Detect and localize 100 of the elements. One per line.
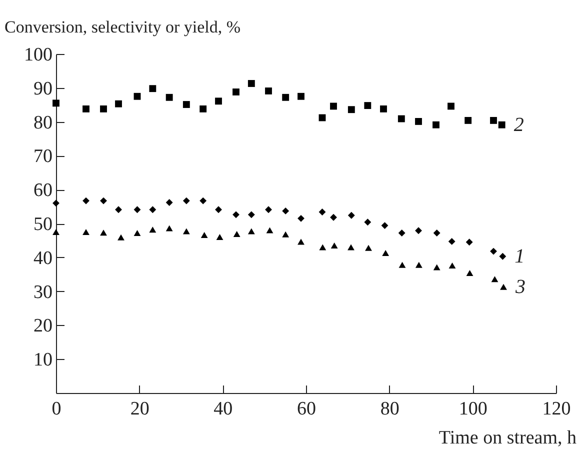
point	[415, 262, 422, 268]
point	[115, 206, 122, 214]
point	[52, 100, 60, 107]
x-tick-label: 60	[297, 398, 316, 420]
point	[464, 116, 472, 124]
point	[232, 211, 240, 218]
point	[215, 206, 222, 214]
point	[466, 238, 473, 246]
x-tick-label: 120	[542, 398, 571, 420]
point	[348, 212, 355, 219]
point	[182, 101, 190, 108]
point	[433, 264, 440, 270]
x-tick-label: 80	[380, 398, 400, 420]
point	[433, 230, 440, 236]
y-tick-label: 60	[34, 180, 52, 202]
y-tick-label: 70	[34, 146, 52, 168]
x-tick-label: 100	[458, 398, 488, 420]
series-label: 2	[514, 114, 524, 136]
y-tick-label: 100	[24, 44, 52, 66]
point	[215, 98, 222, 105]
point	[491, 276, 498, 282]
point	[134, 230, 141, 236]
point	[500, 284, 507, 290]
x-axis-title: Time on stream, h	[438, 428, 577, 448]
point	[115, 100, 122, 108]
point	[52, 228, 60, 235]
point	[282, 94, 290, 101]
point	[134, 206, 141, 214]
point	[448, 238, 456, 245]
y-tick-label: 10	[34, 350, 52, 371]
point	[134, 92, 141, 100]
point	[348, 106, 355, 114]
point	[298, 92, 304, 100]
point	[233, 231, 240, 238]
point	[182, 197, 190, 204]
point	[298, 238, 304, 245]
point	[448, 262, 456, 269]
point	[182, 228, 190, 234]
point	[166, 94, 173, 101]
y-axis-title: Conversion, selectivity or yield, %	[4, 18, 241, 36]
series-label: 1	[514, 245, 525, 268]
y-tick-label: 40	[34, 248, 52, 269]
point	[82, 105, 90, 112]
point	[499, 252, 506, 260]
point	[466, 270, 474, 276]
point	[330, 102, 337, 110]
point	[149, 85, 156, 92]
point	[415, 227, 422, 234]
point	[282, 207, 290, 214]
point	[432, 121, 440, 128]
y-tick-label: 90	[34, 78, 52, 100]
point	[166, 199, 173, 206]
point	[265, 87, 272, 94]
point	[365, 244, 372, 251]
point	[282, 231, 290, 238]
point	[318, 208, 326, 216]
point	[298, 214, 304, 222]
point	[118, 234, 124, 240]
x-tick-label: 0	[52, 398, 62, 420]
point	[490, 248, 497, 255]
point	[248, 228, 255, 234]
point	[100, 197, 107, 204]
point	[82, 228, 90, 235]
point	[100, 105, 107, 112]
point	[266, 227, 274, 234]
y-tick-label: 20	[34, 316, 52, 337]
point	[364, 102, 372, 109]
point	[498, 121, 506, 128]
point	[200, 197, 207, 204]
series-label: 3	[514, 276, 526, 298]
point	[382, 250, 390, 256]
point	[216, 234, 224, 240]
point	[200, 105, 207, 112]
y-tick-label: 30	[34, 282, 52, 303]
point	[364, 218, 372, 226]
point	[248, 211, 255, 218]
point	[330, 214, 337, 221]
point	[348, 244, 354, 250]
point	[265, 206, 272, 214]
point	[232, 88, 240, 96]
point	[415, 118, 422, 125]
y-tick-label: 50	[34, 214, 52, 235]
point	[398, 230, 406, 236]
point	[82, 197, 90, 204]
point	[380, 105, 387, 112]
point	[330, 242, 338, 249]
point	[398, 115, 405, 122]
point	[248, 80, 255, 87]
x-tick-label: 40	[214, 398, 233, 420]
point	[149, 206, 156, 214]
point	[52, 200, 60, 207]
point	[149, 226, 156, 233]
x-tick-label: 20	[130, 398, 150, 420]
point	[398, 262, 406, 268]
point	[381, 222, 388, 229]
point	[490, 116, 497, 124]
point	[319, 244, 326, 250]
point	[200, 232, 208, 238]
point	[448, 102, 454, 110]
y-tick-label: 80	[34, 112, 52, 134]
